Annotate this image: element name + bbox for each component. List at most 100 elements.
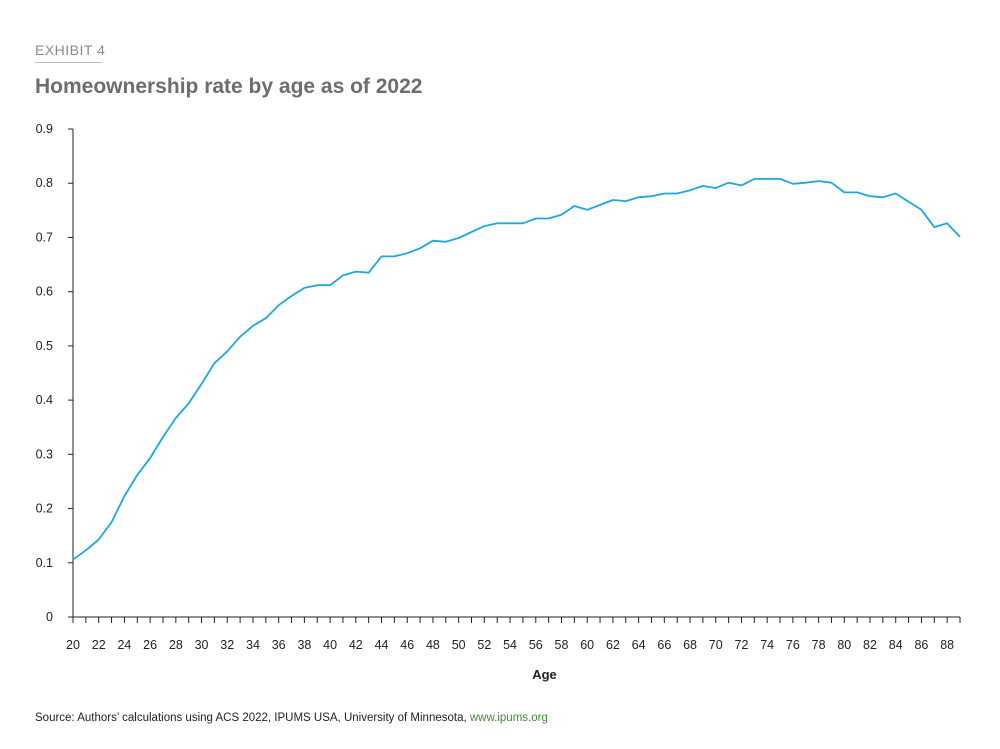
data-point (239, 335, 242, 338)
data-point (701, 184, 704, 187)
data-point (740, 184, 743, 187)
data-point (521, 222, 524, 225)
data-point (200, 382, 203, 385)
data-point (84, 549, 87, 552)
y-tick-label: 0.6 (36, 285, 53, 299)
data-point (213, 362, 216, 365)
y-tick-label: 0.5 (36, 339, 53, 353)
data-point (419, 247, 422, 250)
x-tick-label: 86 (914, 638, 928, 652)
y-tick-label: 0 (46, 610, 53, 624)
x-tick-label: 52 (477, 638, 491, 652)
x-tick-label: 38 (297, 638, 311, 652)
data-point (342, 274, 345, 277)
data-point (766, 177, 769, 180)
x-tick-label: 78 (812, 638, 826, 652)
source-note: Source: Authors’ calculations using ACS … (35, 712, 548, 724)
data-point (959, 235, 962, 238)
data-point (689, 189, 692, 192)
data-point (457, 237, 460, 240)
data-point (920, 208, 923, 211)
data-point (624, 200, 627, 203)
x-tick-label: 70 (709, 638, 723, 652)
x-tick-label: 36 (272, 638, 286, 652)
data-point (547, 217, 550, 220)
y-tick-label: 0.2 (36, 502, 53, 516)
data-point (894, 192, 897, 195)
x-tick-label: 60 (580, 638, 594, 652)
data-point (560, 213, 563, 216)
x-tick-label: 66 (657, 638, 671, 652)
data-point (252, 324, 255, 327)
data-point (637, 196, 640, 199)
x-tick-label: 48 (426, 638, 440, 652)
data-point (881, 196, 884, 199)
source-text: Source: Authors’ calculations using ACS … (35, 712, 470, 724)
data-point (599, 203, 602, 206)
x-tick-label: 82 (863, 638, 877, 652)
data-point (496, 222, 499, 225)
x-tick-label: 50 (452, 638, 466, 652)
data-point (380, 255, 383, 258)
x-tick-label: 22 (92, 638, 106, 652)
x-tick-label: 58 (555, 638, 569, 652)
x-tick-label: 80 (837, 638, 851, 652)
data-point (174, 417, 177, 420)
x-tick-label: 42 (349, 638, 363, 652)
exhibit-divider (35, 62, 102, 63)
data-point (869, 195, 872, 198)
data-point (264, 317, 267, 320)
data-point (933, 226, 936, 229)
data-point (663, 192, 666, 195)
data-point (586, 208, 589, 211)
data-point (779, 177, 782, 180)
series-line (72, 178, 961, 561)
y-tick-label: 0.1 (36, 556, 53, 570)
y-tick-label: 0.3 (36, 447, 53, 461)
x-tick-label: 72 (735, 638, 749, 652)
data-point (72, 558, 75, 561)
y-tick-label: 0.7 (36, 230, 53, 244)
x-tick-label: 32 (220, 638, 234, 652)
data-point (650, 195, 653, 198)
x-tick-label: 46 (400, 638, 414, 652)
source-link[interactable]: www.ipums.org (469, 712, 548, 724)
data-point (509, 222, 512, 225)
data-point (110, 521, 113, 524)
x-tick-label: 76 (786, 638, 800, 652)
data-point (162, 436, 165, 439)
y-tick-label: 0.8 (36, 176, 53, 190)
data-point (753, 177, 756, 180)
data-point (303, 286, 306, 289)
data-point (136, 473, 139, 476)
data-point (676, 192, 679, 195)
data-point (444, 240, 447, 243)
x-tick-label: 74 (760, 638, 774, 652)
data-point (907, 200, 910, 203)
x-tick-label: 40 (323, 638, 337, 652)
data-point (187, 402, 190, 405)
data-point (804, 181, 807, 184)
data-point (316, 284, 319, 287)
x-tick-label: 44 (375, 638, 389, 652)
data-point (483, 225, 486, 228)
data-point (123, 495, 126, 498)
x-tick-label: 64 (632, 638, 646, 652)
x-tick-label: 20 (66, 638, 80, 652)
data-point (431, 239, 434, 242)
data-point (367, 271, 370, 274)
y-tick-label: 0.4 (36, 393, 53, 407)
chart-title: Homeownership rate by age as of 2022 (35, 75, 423, 98)
data-point (534, 217, 537, 220)
data-point (149, 457, 152, 460)
x-tick-label: 88 (940, 638, 954, 652)
x-tick-label: 24 (117, 638, 131, 652)
x-axis-label: Age (532, 667, 557, 682)
x-tick-label: 34 (246, 638, 260, 652)
data-point (611, 199, 614, 202)
data-point (843, 191, 846, 194)
data-point (856, 191, 859, 194)
x-tick-label: 56 (529, 638, 543, 652)
data-point (830, 181, 833, 184)
data-point (470, 231, 473, 234)
